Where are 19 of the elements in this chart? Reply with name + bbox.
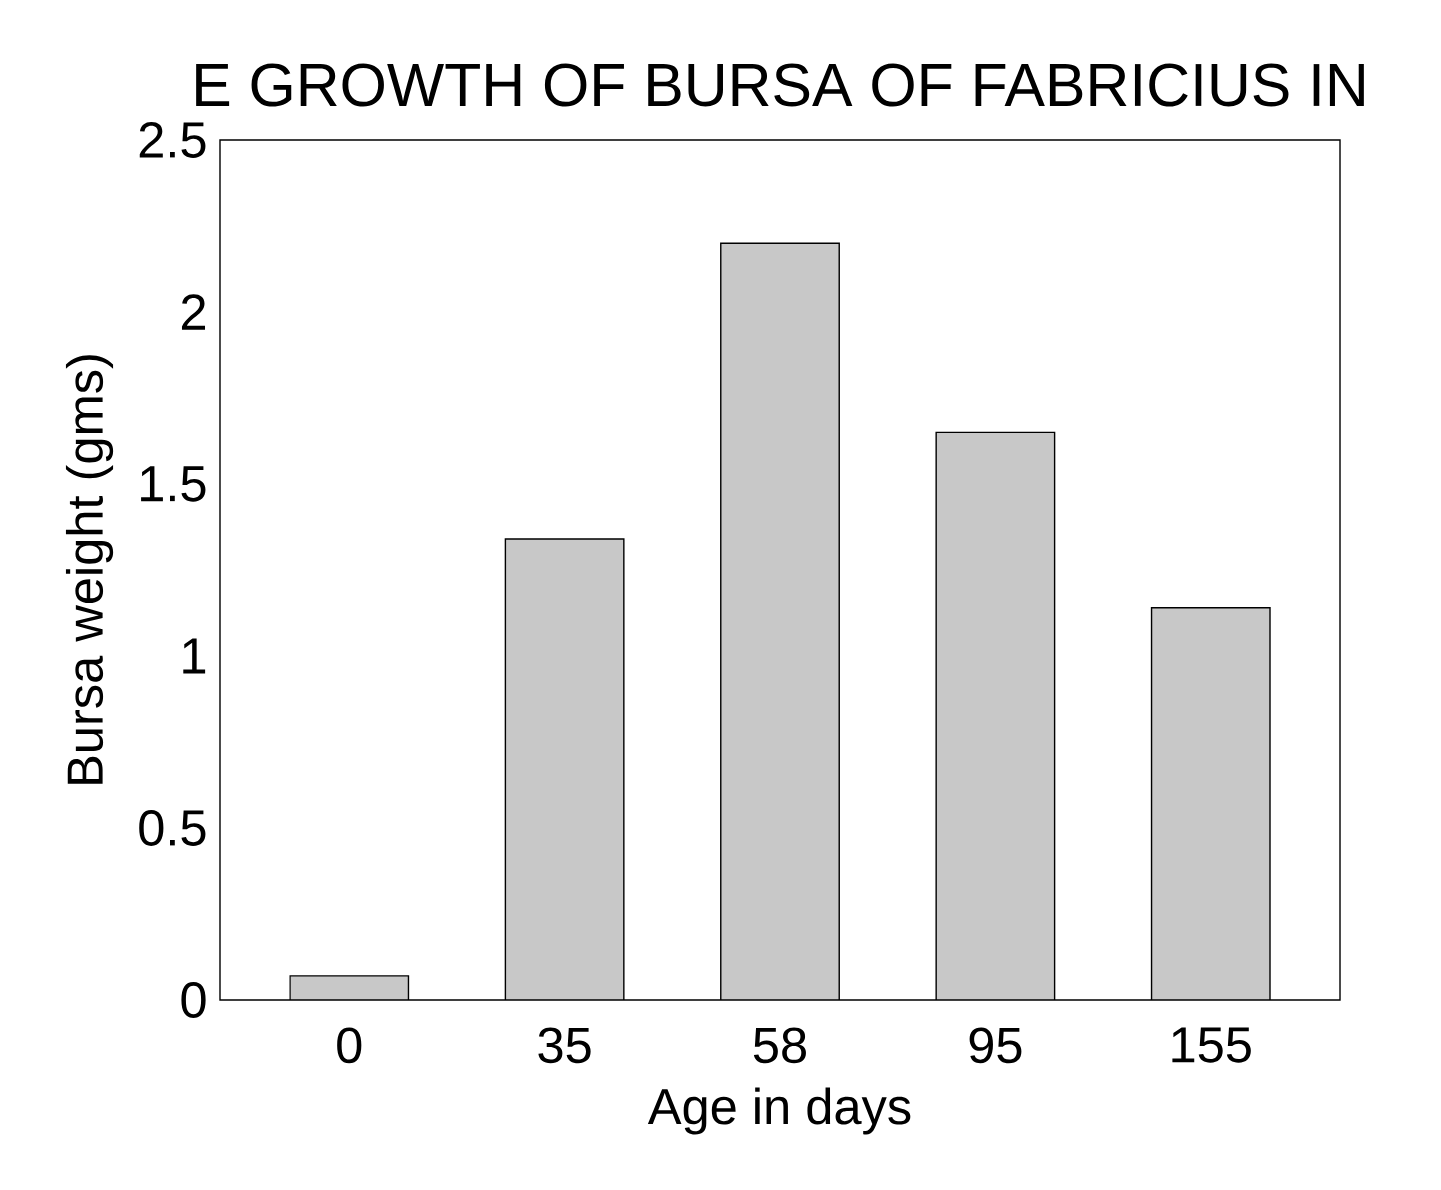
chart-title: E GROWTH OF BURSA OF FABRICIUS IN bbox=[196, 63, 1364, 107]
y-tick-label: 0.5 bbox=[139, 810, 206, 846]
bar bbox=[289, 975, 410, 1000]
y-tick-label: 2.5 bbox=[139, 122, 206, 158]
y-tick-label: 0 bbox=[181, 982, 206, 1018]
x-tick-label: 155 bbox=[1172, 1027, 1251, 1063]
bar bbox=[1150, 607, 1271, 1000]
y-tick-label: 1 bbox=[183, 638, 206, 674]
x-tick-label: 35 bbox=[538, 1027, 591, 1064]
y-axis-title: Bursa weight (gms) bbox=[65, 355, 114, 784]
y-tick-label: 2 bbox=[181, 294, 206, 330]
y-tick-label: 1.5 bbox=[141, 466, 206, 502]
x-tick-label: 0 bbox=[337, 1027, 362, 1064]
x-tick-label: 95 bbox=[969, 1027, 1022, 1064]
x-axis-title: Age in days bbox=[647, 1087, 911, 1135]
bar bbox=[935, 431, 1056, 1000]
x-tick-label: 58 bbox=[753, 1027, 806, 1064]
bar bbox=[504, 538, 625, 1000]
bar bbox=[720, 242, 840, 1000]
